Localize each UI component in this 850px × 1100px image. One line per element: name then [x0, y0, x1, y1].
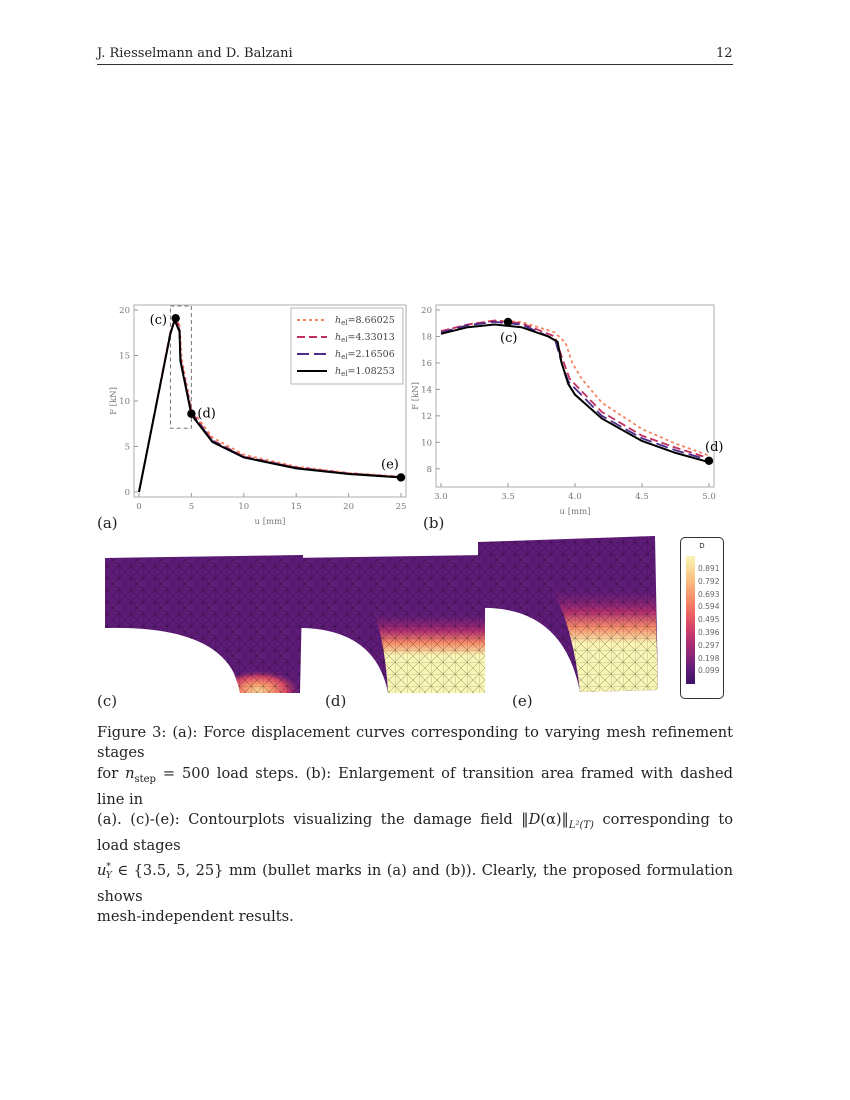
panel-label-d: (d): [325, 692, 347, 710]
series-line-3: [440, 323, 710, 464]
panel-label-c: (c): [97, 692, 118, 710]
y-axis-label: F [kN]: [411, 382, 421, 410]
colorbar-tick-label: 0.297: [698, 640, 720, 650]
series-line-0: [138, 314, 402, 493]
x-tick-label: 5: [189, 502, 194, 512]
x-axis-label: u [mm]: [560, 507, 591, 517]
x-tick-label: 15: [291, 502, 302, 512]
marker-dot: [704, 456, 714, 466]
x-tick-label: 0: [136, 502, 141, 512]
contour-e: [478, 536, 658, 692]
caption-line-3: (a). (c)-(e): Contourplots visualizing t…: [97, 811, 733, 855]
colorbar-tick-label: 0.792: [698, 576, 720, 586]
legend-entry: hel=8.66025: [335, 315, 395, 327]
y-tick-label: 12: [421, 412, 432, 422]
header-rule: [97, 64, 733, 65]
series-group: [440, 319, 710, 464]
contour-plots: [105, 536, 658, 693]
caption-line-1: Figure 3: (a): Force displacement curves…: [97, 724, 733, 762]
panel-label-b: (b): [423, 514, 445, 532]
legend-entry: hel=1.08253: [335, 366, 395, 378]
y-tick-label: 15: [119, 352, 130, 362]
marker-dot: [503, 317, 513, 327]
x-tick-label: 4.0: [568, 492, 582, 502]
colorbar-tick-label: 0.198: [698, 653, 720, 663]
page-number: 12: [716, 46, 733, 61]
colorbar-tick-label: 0.693: [698, 589, 720, 599]
x-tick-label: 4.5: [635, 492, 649, 502]
marker-label: (c): [500, 331, 517, 346]
chart-a: 0 5 10 15 20 25 0 5 10 15 20 u [mm] F [kN] (c) (d) (e) h…: [109, 304, 407, 527]
panel-label-e: (e): [512, 692, 533, 710]
colorbar: D 0.891 0.792 0.693 0.594 0.495 0.396 0.297 0.1…: [680, 537, 724, 699]
figure-caption: Figure 3: (a): Force displacement curves…: [97, 723, 733, 927]
marker-dot: [187, 409, 196, 418]
y-tick-label: 14: [421, 385, 432, 395]
y-tick-label: 20: [119, 306, 130, 316]
legend-entry: hel=4.33013: [335, 332, 395, 344]
colorbar-tick-label: 0.891: [698, 564, 720, 573]
y-tick-label: 16: [421, 359, 432, 369]
y-axis-label: F [kN]: [109, 387, 119, 415]
x-tick-label: 3.5: [501, 492, 515, 502]
marker-label: (e): [381, 457, 399, 472]
y-tick-label: 5: [125, 443, 130, 453]
caption-line-4: u*Y ∈ {3.5, 5, 25} mm (bullet marks in (…: [97, 861, 733, 905]
chart-b: 3.0 3.5 4.0 4.5 5.0 8 10 12 14 16 18 20 u [mm] F [kN]…: [411, 304, 723, 517]
marker-dot: [171, 313, 180, 323]
running-header-authors: J. Riesselmann and D. Balzani: [97, 46, 293, 61]
colorbar-tick-label: 0.594: [698, 602, 720, 612]
colorbar-title: D: [699, 542, 705, 550]
y-tick-label: 18: [421, 332, 432, 342]
y-tick-label: 10: [119, 397, 130, 407]
caption-line-2: for nstep = 500 load steps. (b): Enlarge…: [97, 764, 733, 808]
y-tick-label: 20: [421, 306, 432, 316]
x-tick-label: 5.0: [702, 492, 716, 502]
panel-label-a: (a): [97, 514, 118, 532]
x-tick-label: 20: [343, 502, 354, 512]
colorbar-tick-label: 0.099: [698, 666, 720, 676]
colorbar-tick-label: 0.495: [698, 615, 720, 625]
series-line-2: [440, 321, 710, 462]
marker-label: (c): [150, 313, 167, 328]
caption-line-5: mesh-independent results.: [97, 907, 294, 925]
y-tick-label: 0: [125, 488, 130, 498]
x-tick-label: 10: [238, 502, 249, 512]
marker-dot: [396, 473, 406, 482]
contour-c: [105, 555, 303, 693]
contour-d: [290, 555, 485, 693]
y-tick-label: 10: [421, 438, 432, 448]
marker-label: (d): [197, 407, 215, 422]
x-tick-label: 3.0: [434, 492, 448, 502]
x-tick-label: 25: [396, 502, 407, 512]
series-line-1: [440, 319, 710, 460]
colorbar-tick-label: 0.396: [698, 628, 720, 637]
zoom-frame-dashed: [169, 305, 192, 429]
marker-label: (d): [705, 440, 723, 455]
x-axis-label: u [mm]: [255, 517, 286, 527]
y-tick-label: 8: [427, 465, 432, 475]
colorbar-gradient: [686, 556, 695, 684]
legend-entry: hel=2.16506: [335, 349, 395, 361]
